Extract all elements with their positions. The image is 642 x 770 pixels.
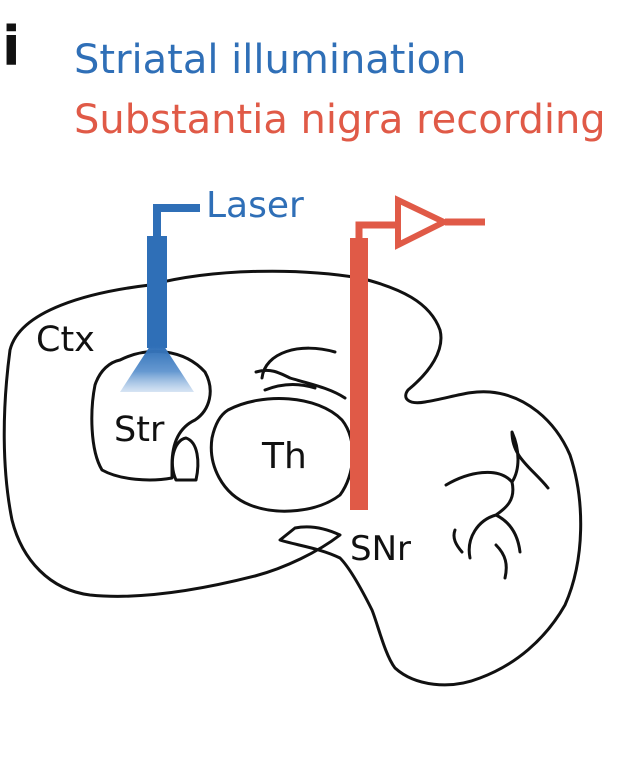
legend-illumination: Striatal illumination [74,37,467,83]
recording-electrode [350,238,368,510]
brain-outline [2,269,583,687]
internal-capsule-outline [170,436,200,482]
laser-light-cone [120,346,194,392]
ctx-label: Ctx [36,320,95,360]
panel-label: i [2,15,21,78]
legend-recording: Substantia nigra recording [74,97,606,143]
recording-lead [355,218,485,240]
striatum-outline [90,349,212,482]
snr-label: SNr [350,529,411,569]
amplifier-icon [395,195,451,250]
laser-label: Laser [206,185,304,226]
cerebellum-folia [444,430,550,580]
thalamus-outline [209,397,355,513]
str-label: Str [114,410,165,450]
laser-fiber-lead [153,204,200,238]
hippocampus-outline [254,346,347,400]
th-label: Th [261,436,307,477]
laser-fiber [147,236,167,348]
